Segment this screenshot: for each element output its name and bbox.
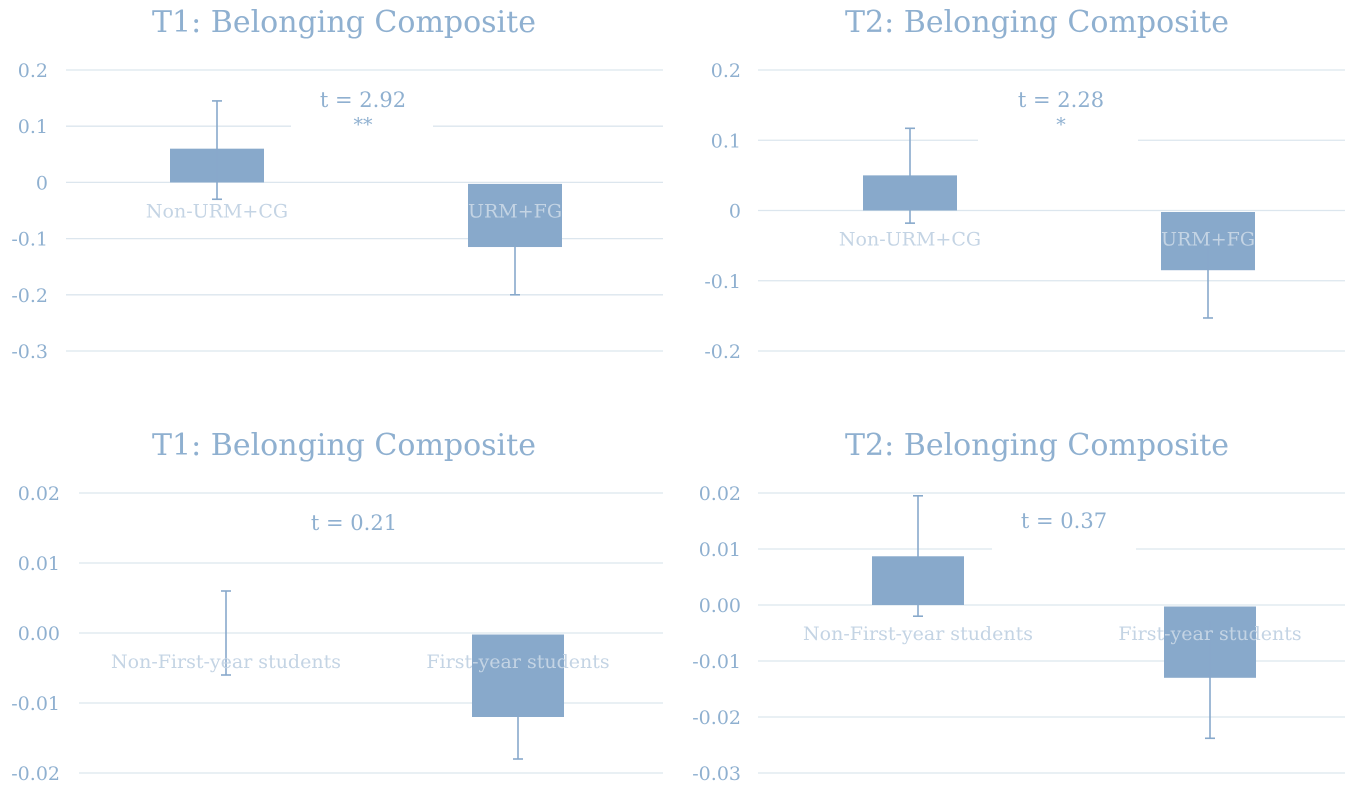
y-tick-label: -0.2 — [704, 341, 741, 363]
category-label: First-year students — [1118, 623, 1301, 645]
category-label: URM+FG — [468, 200, 562, 222]
stat-annotation: t = 2.28 — [1018, 88, 1104, 112]
chart-title: T2: Belonging Composite — [845, 428, 1229, 463]
chart-title: T1: Belonging Composite — [152, 5, 536, 40]
y-tick-label: 0.2 — [18, 60, 48, 82]
stat-annotation: t = 0.37 — [1021, 509, 1107, 533]
category-label: First-year students — [426, 651, 609, 673]
category-label: Non-First-year students — [803, 623, 1033, 645]
y-tick-label: -0.02 — [692, 707, 741, 729]
category-label: URM+FG — [1161, 229, 1255, 251]
y-tick-label: 0.02 — [699, 483, 741, 505]
y-tick-label: -0.1 — [704, 271, 741, 293]
chart-title: T1: Belonging Composite — [152, 428, 536, 463]
y-tick-label: 0.01 — [699, 539, 741, 561]
chart-panel-2: T2: Belonging Composite 0.2 0.1 0 -0.1 -0.2 No… — [704, 5, 1345, 363]
chart-title: T2: Belonging Composite — [845, 5, 1229, 40]
chart-panel-1: T1: Belonging Composite 0.2 0.1 0 -0.1 -0.2 -0… — [11, 5, 663, 363]
y-tick-label: 0.00 — [699, 595, 741, 617]
y-tick-label: -0.3 — [11, 341, 48, 363]
y-tick-label: 0.1 — [18, 116, 48, 138]
stat-annotation: ** — [354, 114, 374, 136]
y-tick-label: 0 — [729, 201, 741, 223]
y-tick-label: -0.01 — [11, 693, 60, 715]
y-tick-label: -0.2 — [11, 285, 48, 307]
y-tick-label: 0.00 — [18, 623, 60, 645]
y-tick-label: 0.01 — [18, 553, 60, 575]
y-tick-label: 0 — [36, 172, 48, 194]
y-tick-label: -0.03 — [692, 763, 741, 785]
category-label: Non-First-year students — [111, 651, 341, 673]
chart-panel-4: T2: Belonging Composite 0.02 0.01 0.00 -0.01… — [692, 428, 1345, 785]
category-label: Non-URM+CG — [839, 229, 981, 251]
y-tick-label: -0.01 — [692, 651, 741, 673]
chart-panel-3: T1: Belonging Composite 0.02 0.01 0.00 -0.01… — [11, 428, 663, 785]
category-label: Non-URM+CG — [146, 200, 288, 222]
stat-annotation: t = 0.21 — [311, 511, 397, 535]
y-tick-label: -0.1 — [11, 229, 48, 251]
y-tick-label: -0.02 — [11, 763, 60, 785]
stat-annotation: t = 2.92 — [320, 88, 406, 112]
stat-annotation: * — [1056, 114, 1066, 136]
y-tick-label: 0.02 — [18, 483, 60, 505]
y-tick-label: 0.2 — [711, 60, 741, 82]
y-tick-label: 0.1 — [711, 130, 741, 152]
